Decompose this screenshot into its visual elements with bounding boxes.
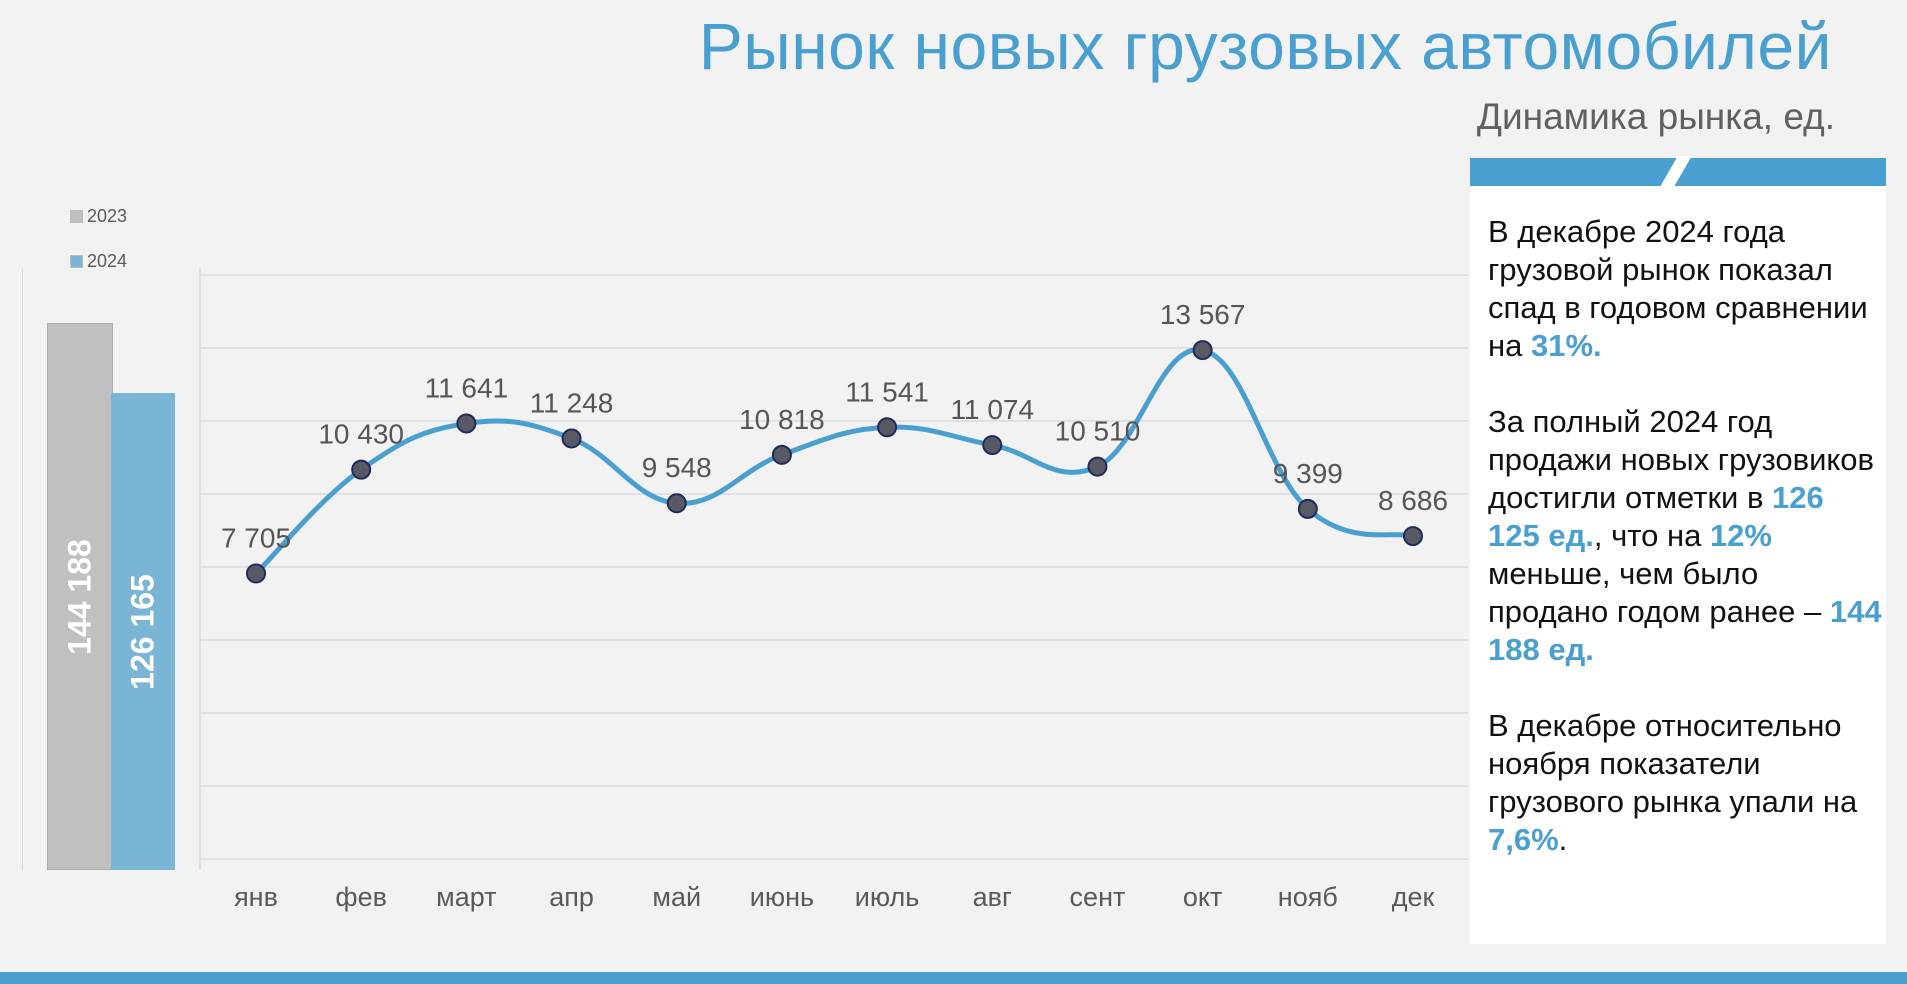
legend-item-2023: 2023: [70, 204, 127, 228]
x-tick-label-апр: апр: [549, 882, 594, 912]
data-point-апр: [561, 428, 582, 449]
x-tick-label-окт: окт: [1183, 882, 1223, 912]
annual-bar-chart: 144 188 126 165: [22, 268, 191, 870]
data-point-нояб: [1297, 498, 1318, 519]
info-p2-highlight-a: 126 125 ед.: [1488, 480, 1824, 553]
legend-label-2023: 2023: [87, 205, 128, 226]
legend-item-2024: 2024: [70, 249, 127, 273]
data-label-нояб: 9 399: [1273, 458, 1343, 489]
chart-subtitle: Динамика рынка, ед.: [1476, 96, 1835, 137]
data-label-май: 9 548: [642, 452, 712, 483]
bar-2023: 144 188: [47, 323, 113, 870]
info-p2-text-c: меньше, чем было продано годом ранее –: [1488, 556, 1830, 629]
x-tick-label-май: май: [652, 882, 701, 912]
data-label-авг: 11 074: [950, 394, 1034, 425]
legend: 2023 2024: [70, 204, 127, 294]
monthly-line-chart: 7 705 янв 10 430 фев 11 641 март 11 248 апр 9 54…: [199, 268, 1468, 912]
data-point-май: [666, 493, 687, 514]
info-text: В декабре 2024 года грузовой рынок показ…: [1488, 213, 1883, 897]
info-p1-highlight: 31%.: [1530, 328, 1602, 363]
data-point-сент: [1087, 456, 1108, 477]
data-point-июнь: [771, 444, 792, 465]
x-tick-label-янв: янв: [234, 882, 278, 912]
legend-swatch-2024: [70, 254, 83, 268]
data-point-март: [456, 413, 477, 434]
info-panel-header-bar: [1470, 156, 1886, 190]
info-paragraph-2: За полный 2024 год продажи новых грузови…: [1488, 403, 1883, 669]
legend-swatch-2023: [70, 209, 83, 223]
bottom-accent-stripe: [0, 972, 1907, 984]
info-p1-text: В декабре 2024 года грузовой рынок показ…: [1488, 214, 1868, 363]
info-paragraph-1: В декабре 2024 года грузовой рынок показ…: [1488, 213, 1883, 365]
data-point-июль: [877, 417, 898, 438]
info-p2-highlight-b: 12%: [1709, 518, 1772, 553]
data-point-дек: [1403, 526, 1423, 547]
x-tick-label-июнь: июнь: [750, 882, 814, 912]
data-label-окт: 13 567: [1160, 299, 1246, 330]
data-label-янв: 7 705: [221, 522, 291, 553]
info-p3-end: .: [1558, 822, 1568, 857]
x-tick-label-авг: авг: [973, 882, 1012, 912]
legend-label-2024: 2024: [87, 250, 128, 271]
x-tick-label-июль: июль: [855, 882, 920, 912]
data-point-окт: [1192, 340, 1213, 361]
bar-2024: 126 165: [111, 393, 175, 870]
info-p2-highlight-c: 144 188 ед.: [1488, 594, 1882, 667]
data-label-дек: 8 686: [1378, 485, 1448, 516]
data-label-июнь: 10 818: [739, 404, 825, 435]
x-tick-label-март: март: [436, 882, 496, 912]
x-tick-label-сент: сент: [1070, 882, 1126, 912]
info-p2-text-b: , что на: [1593, 518, 1710, 553]
page-title: Рынок новых грузовых автомобилей: [698, 9, 1832, 83]
data-label-сент: 10 510: [1055, 416, 1141, 447]
x-tick-label-дек: дек: [1392, 882, 1435, 912]
info-p3-highlight: 7,6%: [1488, 822, 1559, 857]
data-point-янв: [246, 563, 266, 584]
info-p2-text-a: За полный 2024 год продажи новых грузови…: [1488, 404, 1875, 515]
data-label-апр: 11 248: [530, 387, 614, 418]
data-label-март: 11 641: [425, 372, 509, 403]
data-point-фев: [351, 459, 372, 480]
x-tick-label-нояб: нояб: [1278, 882, 1338, 912]
x-tick-label-фев: фев: [335, 882, 387, 912]
info-paragraph-3: В декабре относительно ноября показатели…: [1488, 707, 1883, 859]
data-label-фев: 10 430: [318, 419, 404, 450]
info-panel-slash-decoration: [1658, 156, 1692, 190]
info-panel: В декабре 2024 года грузовой рынок показ…: [1470, 156, 1886, 944]
data-label-июль: 11 541: [845, 376, 929, 407]
info-p3-text: В декабре относительно ноября показатели…: [1488, 708, 1858, 819]
data-point-авг: [982, 435, 1003, 456]
